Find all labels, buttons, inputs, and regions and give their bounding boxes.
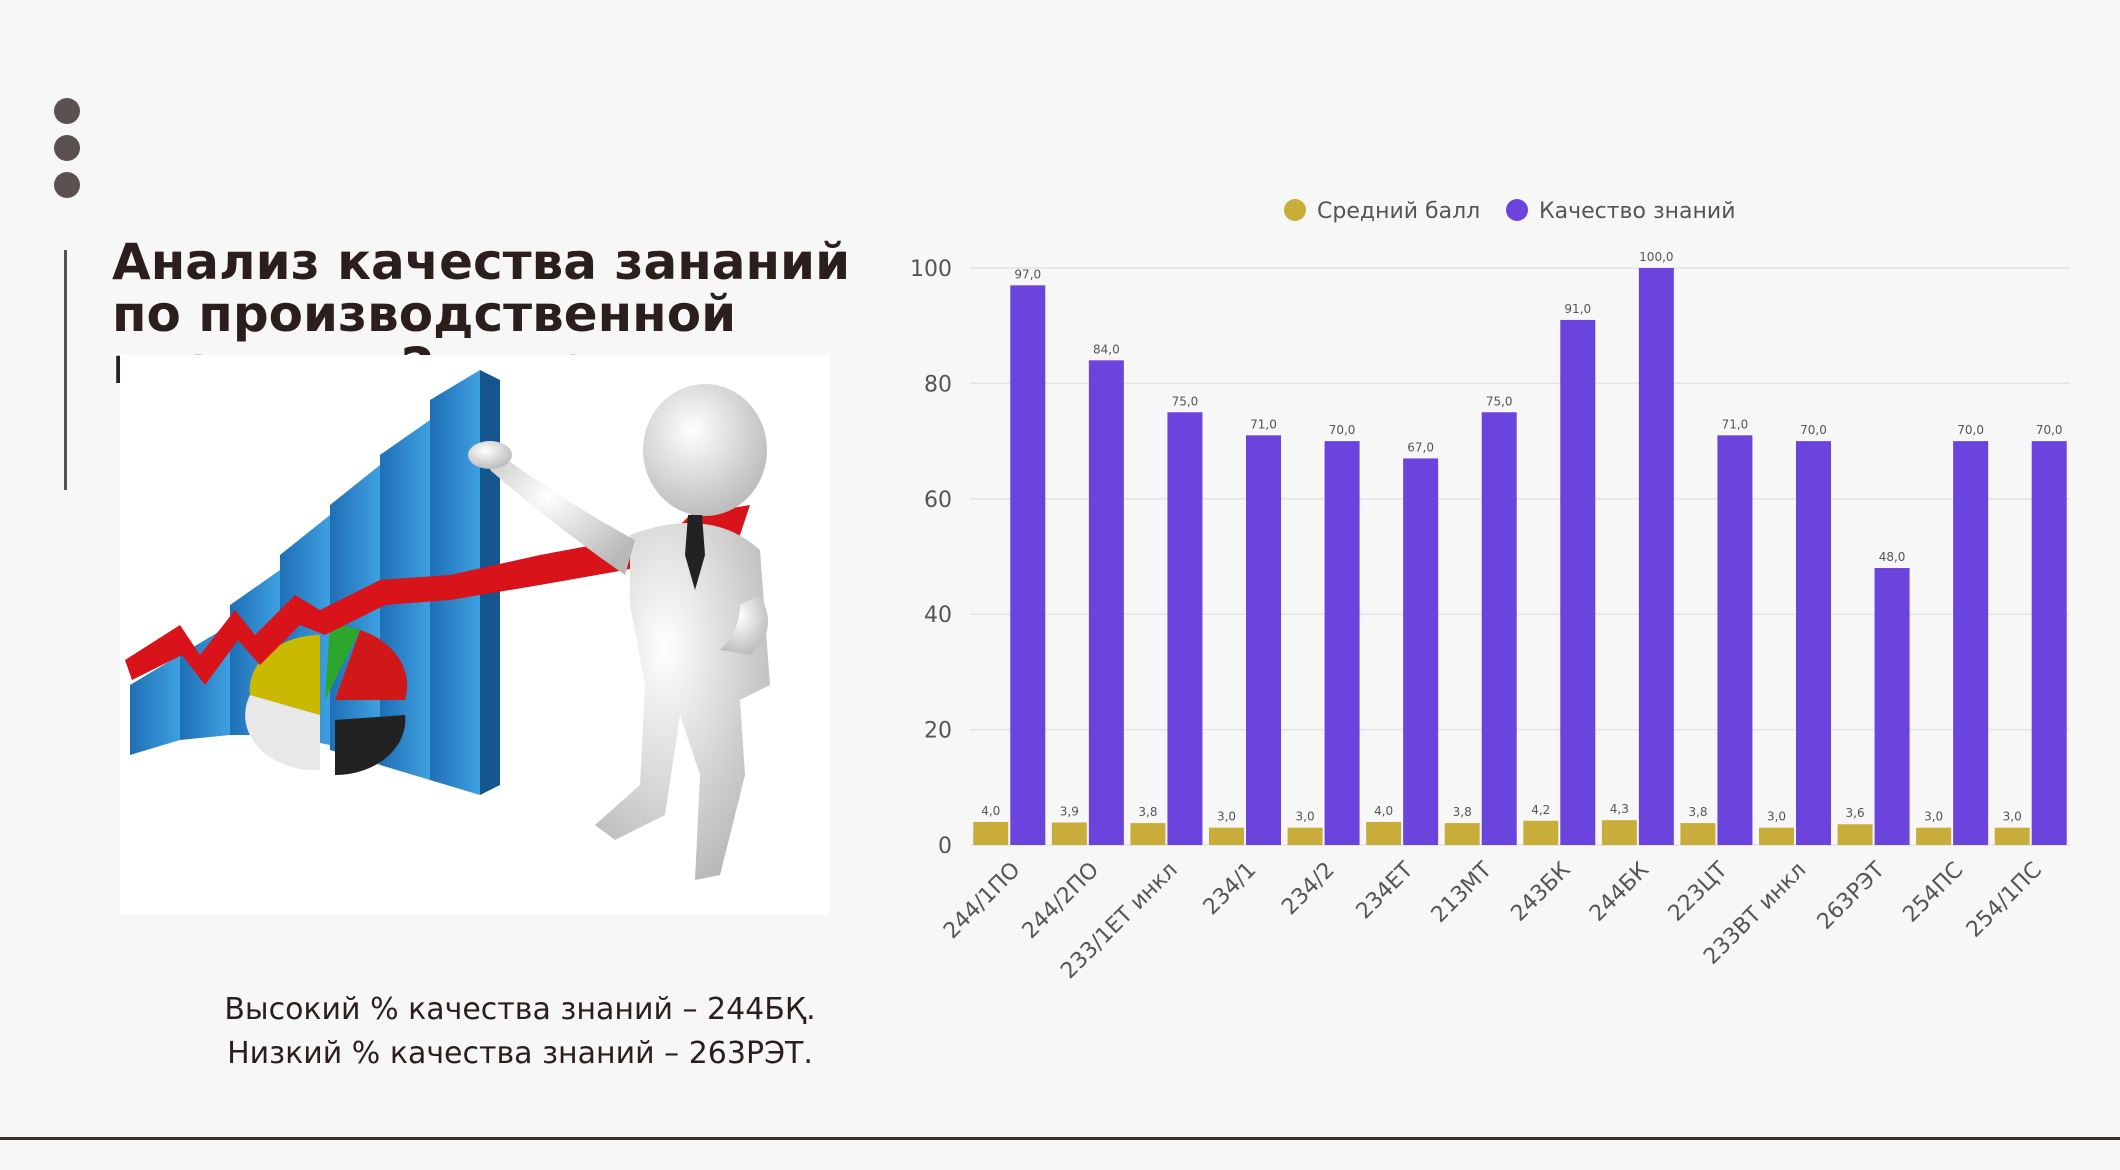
bar-average <box>1994 827 2030 845</box>
business-growth-illustration <box>120 355 830 915</box>
caption-line-highest: Высокий % качества знаний – 244БҚ. <box>224 992 816 1027</box>
data-label: 70,0 <box>2036 423 2063 437</box>
x-tick-label: 234ЕТ <box>1352 857 1419 924</box>
bar-quality <box>1403 458 1439 845</box>
data-label: 48,0 <box>1879 550 1906 564</box>
bar-quality <box>1638 268 1674 845</box>
bar-chart: 0 20 40 60 80 100 Средний балл Качество знаний 4… <box>910 199 2070 980</box>
data-label: 3,0 <box>1924 810 1943 824</box>
bar-average <box>1051 822 1087 845</box>
data-label: 3,0 <box>1767 810 1786 824</box>
y-tick-label: 60 <box>924 488 952 513</box>
bar-average <box>1366 821 1402 845</box>
data-label: 3,8 <box>1138 805 1157 819</box>
data-label: 3,6 <box>1846 806 1865 820</box>
x-tick-label: 223ЦТ <box>1664 857 1733 926</box>
footer-line <box>0 1137 2120 1140</box>
y-tick-label: 20 <box>924 719 952 744</box>
bar-average <box>1523 820 1559 845</box>
data-label: 70,0 <box>1329 423 1356 437</box>
menu-dot <box>54 172 80 198</box>
data-label: 100,0 <box>1639 250 1673 264</box>
y-tick-label: 80 <box>924 372 952 397</box>
bar-average <box>1601 820 1637 845</box>
bar-average <box>1287 827 1323 845</box>
x-tick-label: 263РЭТ <box>1813 857 1891 935</box>
data-label: 3,8 <box>1688 805 1707 819</box>
data-label: 70,0 <box>1957 423 1984 437</box>
data-label: 91,0 <box>1564 302 1591 316</box>
bar-quality <box>1246 435 1281 845</box>
y-tick-label: 0 <box>938 834 952 859</box>
data-label: 4,0 <box>1374 804 1393 818</box>
bar-quality <box>1953 441 1989 845</box>
caption: Высокий % качества знаний – 244БҚ. Низки… <box>180 988 860 1076</box>
data-label: 4,2 <box>1531 803 1550 817</box>
data-label: 4,3 <box>1610 802 1629 816</box>
bar-average <box>1916 827 1952 845</box>
bar-average <box>1209 827 1244 845</box>
x-tick-label: 234/2 <box>1277 858 1340 921</box>
bar-average <box>1680 823 1716 845</box>
y-tick-label: 40 <box>924 603 952 628</box>
data-label: 4,0 <box>981 804 1000 818</box>
data-label: 71,0 <box>1250 417 1277 431</box>
data-label: 70,0 <box>1800 423 1827 437</box>
bar-quality <box>1796 441 1831 845</box>
data-label: 75,0 <box>1486 394 1513 408</box>
bar-average <box>1444 823 1480 845</box>
x-tick-label: 213МТ <box>1427 857 1498 928</box>
bar-quality <box>1324 441 1360 845</box>
data-label: 84,0 <box>1093 342 1120 356</box>
pie-graphic <box>245 625 408 776</box>
data-label: 67,0 <box>1407 440 1434 454</box>
x-tick-label: 244/1ПО <box>939 858 1025 944</box>
x-tick-label: 254/1ПС <box>1962 858 2047 943</box>
bar-quality <box>1560 319 1596 845</box>
bar-average <box>1759 827 1794 845</box>
caption-line-lowest: Низкий % качества знаний – 263РЭТ. <box>227 1036 813 1071</box>
data-label: 97,0 <box>1014 267 1041 281</box>
bar-average <box>1130 823 1166 845</box>
x-tick-label: 254ПС <box>1898 858 1968 928</box>
data-label: 3,0 <box>1296 810 1315 824</box>
bar-average <box>1837 824 1873 845</box>
title-accent-line <box>64 250 67 490</box>
x-tick-label: 243БК <box>1506 857 1575 926</box>
menu-dots[interactable] <box>54 98 80 209</box>
x-tick-label: 234/1 <box>1199 858 1262 921</box>
data-label: 3,9 <box>1060 804 1079 818</box>
legend-marker <box>1506 199 1528 221</box>
menu-dot <box>54 98 80 124</box>
bar-quality <box>2031 441 2067 845</box>
legend-marker <box>1284 199 1306 221</box>
data-label: 71,0 <box>1722 417 1749 431</box>
bar-average <box>973 821 1009 845</box>
bar-quality <box>1717 435 1753 845</box>
bar-quality <box>1874 568 1910 845</box>
x-tick-label: 244БК <box>1585 857 1654 926</box>
legend-label: Средний балл <box>1317 199 1480 224</box>
data-label: 3,0 <box>1217 810 1236 824</box>
data-label: 75,0 <box>1172 394 1199 408</box>
bar-quality <box>1167 412 1203 845</box>
man-figure <box>468 384 770 880</box>
bar-quality <box>1481 412 1517 845</box>
bar-quality <box>1010 285 1046 845</box>
data-label: 3,0 <box>2003 810 2022 824</box>
menu-dot <box>54 135 80 161</box>
legend-label: Качество знаний <box>1539 199 1736 224</box>
bar-quality <box>1088 360 1124 845</box>
y-tick-label: 100 <box>910 257 952 282</box>
data-label: 3,8 <box>1453 805 1472 819</box>
